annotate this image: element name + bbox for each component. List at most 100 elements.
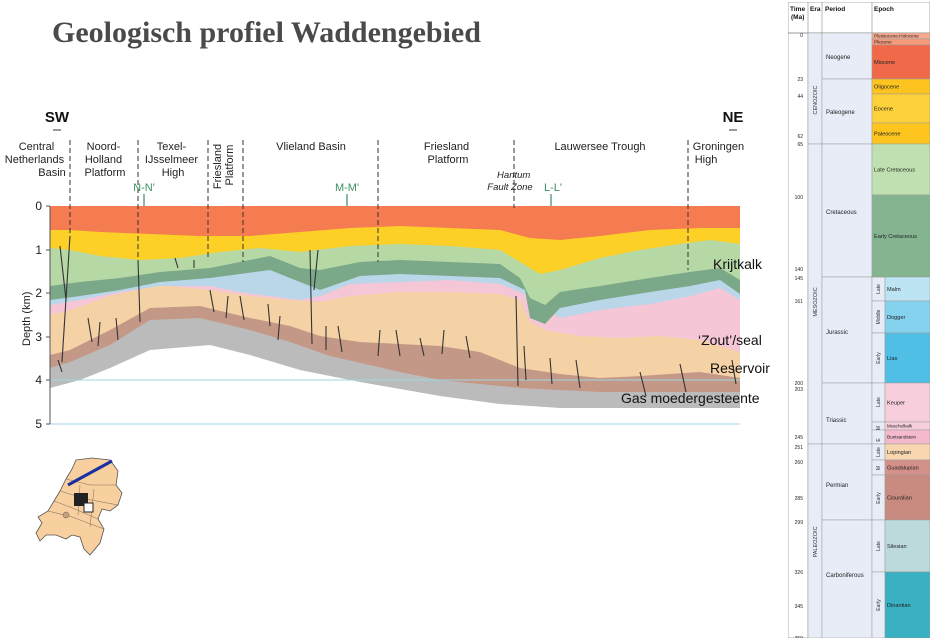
epoch-label: Silesian xyxy=(887,544,907,550)
period-permian-cell xyxy=(821,443,873,521)
time-tick: 345 xyxy=(795,604,804,610)
time-tick: 62 xyxy=(797,134,803,140)
period-label: Carboniferous xyxy=(826,573,864,579)
epoch-cell xyxy=(871,143,930,196)
epoch-label: Miocene xyxy=(874,60,895,66)
epoch-label: Pliocene xyxy=(874,40,892,45)
subepoch-label: Early xyxy=(876,352,882,364)
region-boundaries xyxy=(69,140,689,270)
layer-tertiary xyxy=(50,206,740,240)
time-tick: 251 xyxy=(795,445,804,451)
time-tick: 145 xyxy=(795,276,804,282)
page-title: Geologisch profiel Waddengebied xyxy=(52,16,481,49)
time-tick: 200 xyxy=(795,381,804,387)
period-label: Neogene xyxy=(826,55,851,61)
depth-axis: 0 1 2 3 4 5 xyxy=(35,199,50,431)
subepoch-label: Early xyxy=(876,492,882,504)
epoch-cell xyxy=(884,571,930,638)
period-carboniferous-cell xyxy=(821,519,873,638)
time-tick: 245 xyxy=(795,435,804,441)
time-tick: 260 xyxy=(795,460,804,466)
subepoch-label: Late xyxy=(876,447,882,457)
epoch-label: Lopingian xyxy=(887,450,911,456)
depth-axis-label: Depth (km) xyxy=(21,292,33,346)
depth-tick-label: 0 xyxy=(35,199,42,213)
time-tick: 299 xyxy=(795,520,804,526)
header-time: Time (Ma) xyxy=(790,6,807,21)
header-era: Era xyxy=(810,6,821,13)
era-label-paleozoic: PALEOZOIC xyxy=(813,526,819,557)
epoch-label: Early Cretaceous xyxy=(874,234,917,240)
epoch-label: Oligocene xyxy=(874,84,899,90)
period-label: Cretaceous xyxy=(826,210,857,216)
epoch-label: Cisuralian xyxy=(887,495,912,501)
subepoch-label: Late xyxy=(876,541,882,551)
time-tick: 65 xyxy=(797,142,803,148)
header-period: Period xyxy=(825,6,845,13)
annotation-krijtkalk: Krijtkalk xyxy=(713,256,763,272)
header-epoch: Epoch xyxy=(874,6,894,13)
time-tick: 23 xyxy=(797,77,803,83)
period-paleogene-cell xyxy=(821,78,873,145)
section-mark-n: N-N' xyxy=(133,182,155,194)
epoch-label: Buntsandstein xyxy=(887,435,917,440)
region-label-noord-holland-platform: Noord- Holland Platform xyxy=(85,141,126,179)
annotation-gas-source-rock: Gas moedergesteente xyxy=(621,390,760,406)
depth-tick-label: 2 xyxy=(35,286,42,300)
cross-section-diagram: 0 1 2 3 4 5 Depth (km) SW NE Cent xyxy=(5,109,770,431)
time-tick: 285 xyxy=(795,496,804,502)
region-label-friesland-platform-west: Friesland Platform xyxy=(212,141,236,189)
epoch-label: Dogger xyxy=(887,315,905,321)
era-label-mesozoic: MESOZOIC xyxy=(813,287,819,316)
subepoch-label: Middle xyxy=(876,309,882,324)
region-label-vlieland-basin: Vlieland Basin xyxy=(276,141,346,153)
epoch-cell xyxy=(884,382,930,423)
epoch-cell xyxy=(884,276,930,302)
map-study-block-2 xyxy=(83,502,94,513)
fault-lines xyxy=(57,235,737,397)
time-tick: 203 xyxy=(795,387,804,393)
period-cretaceous-cell xyxy=(821,143,873,278)
epoch-label: Guadalupian xyxy=(887,465,919,471)
epoch-label: Keuper xyxy=(887,400,905,406)
fault-zone-label: Hantum Fault Zone xyxy=(487,170,533,193)
period-label: Paleogene xyxy=(826,110,855,116)
era-label-cenozoic: CENOZOIC xyxy=(813,85,819,114)
epoch-label: Lias xyxy=(887,356,897,362)
subepoch-label: E xyxy=(876,438,882,442)
annotation-zout-seal: ‘Zout’/seal xyxy=(698,332,762,348)
epoch-label: Muschelkalk xyxy=(887,424,913,429)
depth-tick-label: 3 xyxy=(35,330,42,344)
location-map xyxy=(35,457,123,556)
subepoch-label: Late xyxy=(876,397,882,407)
region-label-lauwersee-trough: Lauwersee Trough xyxy=(554,141,645,153)
end-label-ne: NE xyxy=(723,109,744,126)
depth-tick-label: 4 xyxy=(35,373,42,387)
region-label-groningen-high: Groningen High xyxy=(693,141,747,166)
time-tick: 326 xyxy=(795,570,804,576)
epoch-label: Paleocene xyxy=(874,131,900,137)
map-profile-line xyxy=(67,459,113,487)
section-mark-m: M-M' xyxy=(335,182,359,194)
period-label: Jurassic xyxy=(826,330,848,336)
end-label-sw: SW xyxy=(45,109,70,126)
region-label-friesland-platform-east: Friesland Platform xyxy=(424,141,472,166)
time-tick: 0 xyxy=(800,33,803,39)
epoch-cell xyxy=(871,194,930,278)
subepoch-label: Early xyxy=(876,599,882,611)
time-tick: 140 xyxy=(795,267,804,273)
subepoch-label: Late xyxy=(876,284,882,294)
period-jurassic-cell xyxy=(821,276,873,384)
time-tick: 100 xyxy=(795,195,804,201)
netherlands-outline xyxy=(35,457,123,556)
geologic-time-chart: Time (Ma) Era Period Epoch CENOZOIC MESO… xyxy=(788,2,930,638)
time-tick: 44 xyxy=(797,94,803,100)
period-label: Triassic xyxy=(826,418,846,424)
epoch-label: Malm xyxy=(887,287,901,293)
subepoch-label: M xyxy=(876,426,882,430)
period-triassic-cell xyxy=(821,382,873,445)
depth-tick-label: 5 xyxy=(35,417,42,431)
time-tick: 359 xyxy=(795,636,804,638)
section-mark-l: L-L' xyxy=(544,182,562,194)
epoch-label: Late Cretaceous xyxy=(874,167,915,173)
